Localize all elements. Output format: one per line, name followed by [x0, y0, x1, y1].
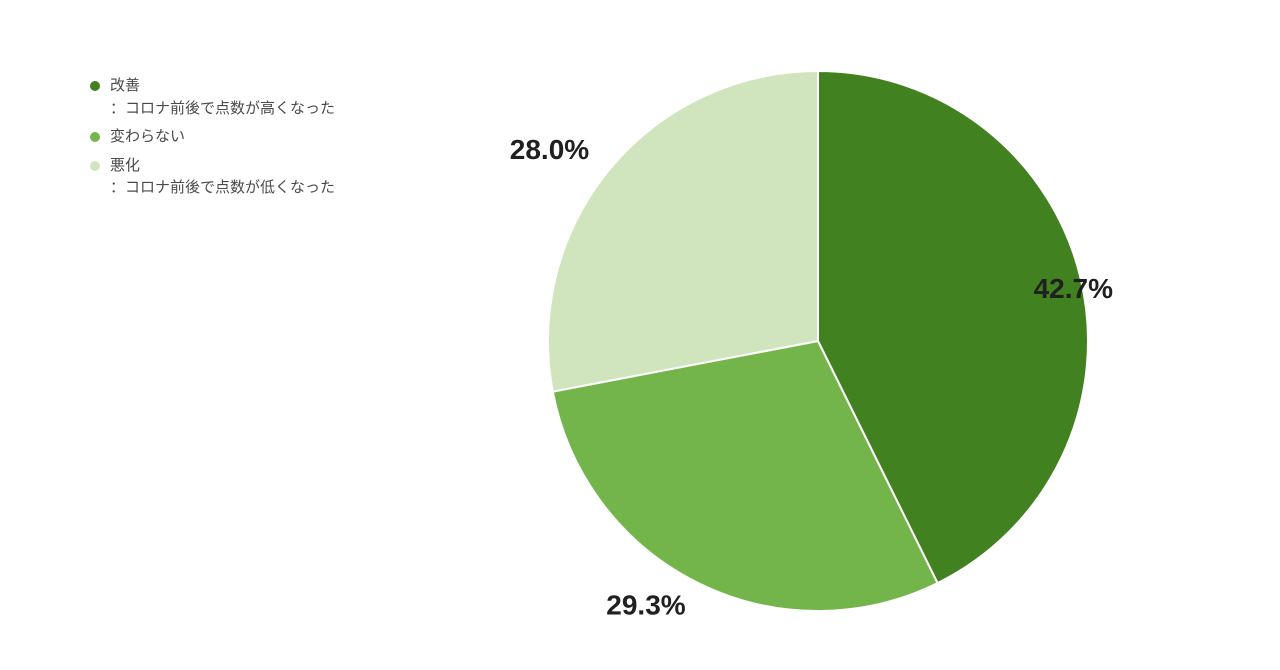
legend-subtitle: ：コロナ前後で点数が高くなった: [110, 100, 335, 117]
legend-bullet-icon: [90, 132, 100, 142]
slice-label-worsened: 28.0%: [510, 134, 589, 165]
slice-label-unchanged: 29.3%: [606, 589, 685, 620]
pie-chart-svg: 42.7%29.3%28.0%: [548, 71, 1088, 611]
slice-label-improved: 42.7%: [1034, 273, 1113, 304]
legend-title: 変わらない: [110, 128, 185, 145]
legend-label: 改善 ：コロナ前後で点数が高くなった: [110, 75, 335, 120]
legend-bullet-icon: [90, 161, 100, 171]
legend-item-unchanged: 変わらない: [90, 126, 335, 149]
legend-label: 変わらない: [110, 126, 185, 149]
legend-label: 悪化 ：コロナ前後で点数が低くなった: [110, 155, 335, 200]
legend-bullet-icon: [90, 81, 100, 91]
legend-title: 改善: [110, 77, 140, 94]
legend-item-improved: 改善 ：コロナ前後で点数が高くなった: [90, 75, 335, 120]
legend-item-worsened: 悪化 ：コロナ前後で点数が低くなった: [90, 155, 335, 200]
pie-slice-worsened: [548, 71, 818, 392]
legend-title: 悪化: [110, 157, 140, 174]
pie-chart: 42.7%29.3%28.0%: [548, 71, 1088, 616]
legend: 改善 ：コロナ前後で点数が高くなった 変わらない 悪化 ：コロナ前後で点数が低く…: [90, 75, 335, 206]
legend-subtitle: ：コロナ前後で点数が低くなった: [110, 179, 335, 196]
